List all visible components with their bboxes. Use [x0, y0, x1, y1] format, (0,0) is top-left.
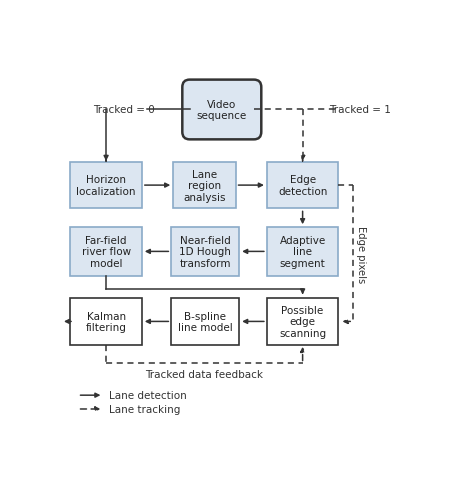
Text: Lane
region
analysis: Lane region analysis — [183, 169, 226, 202]
Text: Video
sequence: Video sequence — [197, 100, 247, 121]
Text: Tracked = 1: Tracked = 1 — [329, 105, 392, 115]
Text: Lane detection: Lane detection — [109, 391, 187, 400]
Text: Far-field
river flow
model: Far-field river flow model — [82, 235, 131, 269]
FancyBboxPatch shape — [171, 299, 239, 345]
FancyBboxPatch shape — [70, 163, 142, 209]
Text: Lane tracking: Lane tracking — [109, 404, 180, 414]
FancyBboxPatch shape — [70, 299, 142, 345]
FancyBboxPatch shape — [267, 227, 338, 276]
Text: Edge pixels: Edge pixels — [356, 225, 366, 282]
FancyBboxPatch shape — [173, 163, 236, 209]
FancyBboxPatch shape — [171, 227, 239, 276]
Text: Near-field
1D Hough
transform: Near-field 1D Hough transform — [179, 235, 231, 269]
Text: Tracked data feedback: Tracked data feedback — [146, 369, 264, 379]
Text: Tracked = 0: Tracked = 0 — [92, 105, 155, 115]
Text: Edge
detection: Edge detection — [278, 175, 328, 197]
FancyBboxPatch shape — [70, 227, 142, 276]
Text: Kalman
filtering: Kalman filtering — [86, 311, 127, 333]
FancyBboxPatch shape — [182, 80, 261, 140]
Text: Possible
edge
scanning: Possible edge scanning — [279, 305, 326, 338]
FancyBboxPatch shape — [267, 299, 338, 345]
Text: Horizon
localization: Horizon localization — [76, 175, 136, 197]
FancyBboxPatch shape — [267, 163, 338, 209]
Text: B-spline
line model: B-spline line model — [178, 311, 233, 333]
Text: Adaptive
line
segment: Adaptive line segment — [280, 235, 326, 269]
